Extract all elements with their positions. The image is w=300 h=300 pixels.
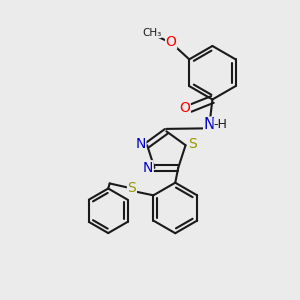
Text: O: O [179,101,190,116]
Text: -H: -H [214,118,228,131]
Text: S: S [128,182,136,196]
Text: N: N [204,117,215,132]
Text: N: N [143,161,153,175]
Text: S: S [188,137,197,151]
Text: CH₃: CH₃ [142,28,161,38]
Text: O: O [166,34,177,49]
Text: N: N [135,137,146,151]
